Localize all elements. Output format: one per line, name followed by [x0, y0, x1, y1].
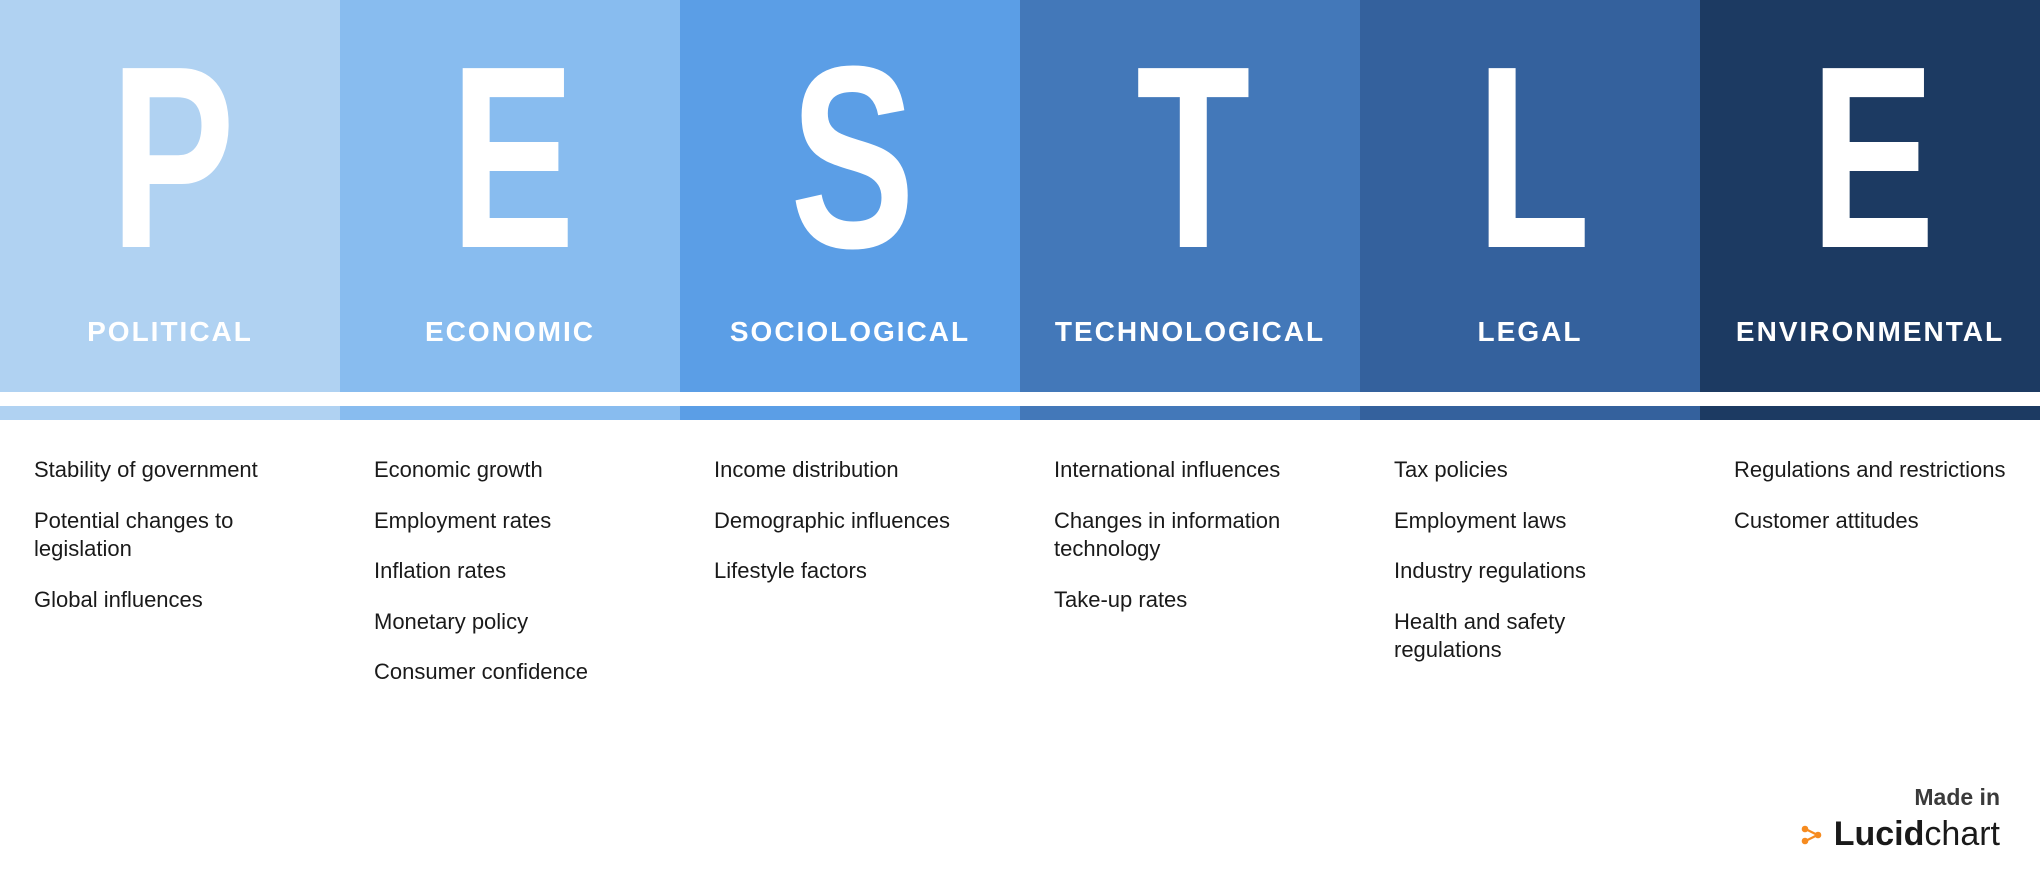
thin-cell — [1700, 406, 2040, 420]
list-item: Potential changes to legislation — [34, 507, 306, 564]
header-cell-sociological: S SOCIOLOGICAL — [680, 0, 1020, 392]
attribution: Made in Lucidchart — [1798, 784, 2000, 854]
list-item: Demographic influences — [714, 507, 986, 536]
list-item: Monetary policy — [374, 608, 646, 637]
list-item: Regulations and restrictions — [1734, 456, 2006, 485]
list-item: Health and safety regulations — [1394, 608, 1666, 665]
pestle-diagram: P POLITICAL E ECONOMIC S SOCIOLOGICAL T TECHNOL… — [0, 0, 2040, 709]
list-item: Consumer confidence — [374, 658, 646, 687]
thin-cell — [1020, 406, 1360, 420]
items-cell-sociological: Income distribution Demographic influence… — [680, 456, 1020, 709]
items-cell-economic: Economic growth Employment rates Inflation… — [340, 456, 680, 709]
list-item: Employment rates — [374, 507, 646, 536]
list-item: Customer attitudes — [1734, 507, 2006, 536]
items-row: Stability of government Potential changes… — [0, 420, 2040, 709]
category-label: ECONOMIC — [425, 316, 595, 348]
header-cell-political: P POLITICAL — [0, 0, 340, 392]
thin-cell — [680, 406, 1020, 420]
list-item: Take-up rates — [1054, 586, 1326, 615]
category-label: POLITICAL — [87, 316, 253, 348]
list-item: Industry regulations — [1394, 557, 1666, 586]
category-label: SOCIOLOGICAL — [730, 316, 970, 348]
list-item: Economic growth — [374, 456, 646, 485]
big-letter: L — [1476, 28, 1585, 288]
header-cell-legal: L LEGAL — [1360, 0, 1700, 392]
thin-cell — [1360, 406, 1700, 420]
list-item: International influences — [1054, 456, 1326, 485]
list-item: Employment laws — [1394, 507, 1666, 536]
big-letter: E — [450, 28, 569, 288]
list-item: Inflation rates — [374, 557, 646, 586]
lucidchart-logo: Lucidchart — [1798, 815, 2000, 854]
big-letter: E — [1810, 28, 1929, 288]
list-item: Tax policies — [1394, 456, 1666, 485]
lucidchart-icon — [1798, 821, 1826, 849]
header-cell-environmental: E ENVIRONMENTAL — [1700, 0, 2040, 392]
gap-row — [0, 392, 2040, 406]
list-item: Income distribution — [714, 456, 986, 485]
thin-cell — [0, 406, 340, 420]
list-item: Changes in information technology — [1054, 507, 1326, 564]
items-cell-environmental: Regulations and restrictions Customer att… — [1700, 456, 2040, 709]
header-cell-economic: E ECONOMIC — [340, 0, 680, 392]
list-item: Stability of government — [34, 456, 306, 485]
list-item: Global influences — [34, 586, 306, 615]
category-label: LEGAL — [1478, 316, 1583, 348]
items-cell-technological: International influences Changes in infor… — [1020, 456, 1360, 709]
made-in-label: Made in — [1798, 784, 2000, 811]
lucidchart-text: Lucidchart — [1834, 815, 2000, 854]
category-label: ENVIRONMENTAL — [1736, 316, 2004, 348]
list-item: Lifestyle factors — [714, 557, 986, 586]
thin-cell — [340, 406, 680, 420]
thin-row — [0, 406, 2040, 420]
big-letter: T — [1136, 28, 1245, 288]
lucid-light: chart — [1924, 815, 2000, 853]
big-letter: P — [110, 28, 229, 288]
lucid-bold: Lucid — [1834, 815, 1925, 853]
items-cell-political: Stability of government Potential changes… — [0, 456, 340, 709]
category-label: TECHNOLOGICAL — [1055, 316, 1325, 348]
header-cell-technological: T TECHNOLOGICAL — [1020, 0, 1360, 392]
header-row: P POLITICAL E ECONOMIC S SOCIOLOGICAL T TECHNOL… — [0, 0, 2040, 392]
big-letter: S — [790, 28, 909, 288]
items-cell-legal: Tax policies Employment laws Industry regu… — [1360, 456, 1700, 709]
